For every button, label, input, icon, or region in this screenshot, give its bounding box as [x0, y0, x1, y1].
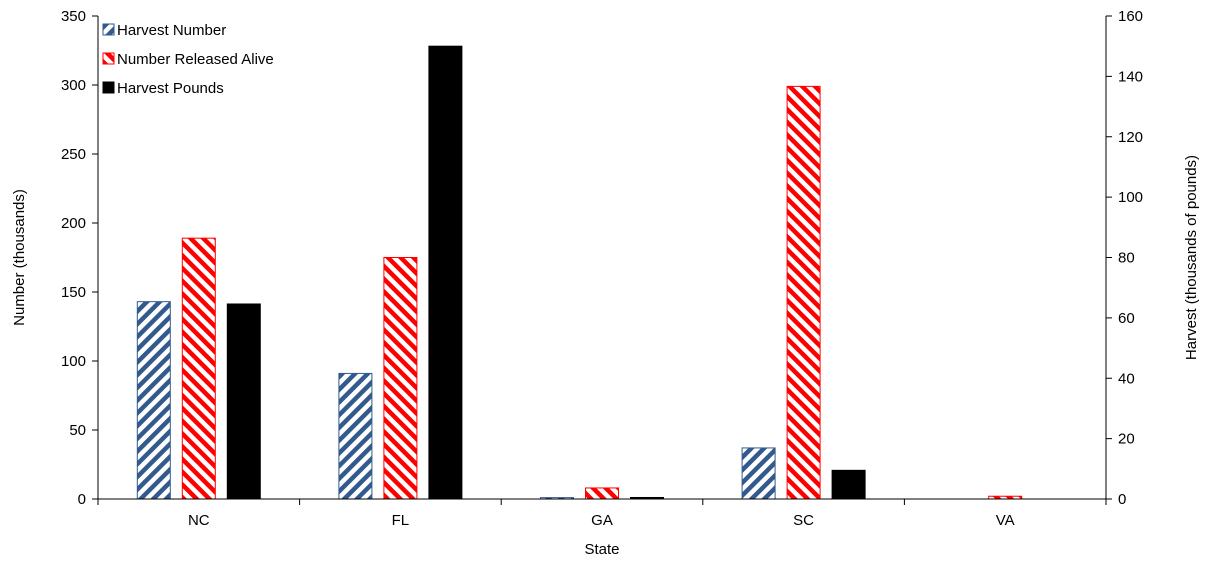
legend-swatch [102, 52, 115, 65]
y-tick-label: 300 [61, 77, 86, 94]
axes-group: 0 50 100 150 200 250 300 350 0 20 40 60 80 100 120 140 1… [61, 8, 1143, 529]
bar-number-released-alive-nc [181, 237, 216, 500]
y-axis-title: Number (thousands) [11, 189, 28, 326]
bar-number-released-alive-ga [585, 487, 619, 500]
legend-label: Harvest Pounds [117, 80, 224, 97]
y2-tick-label: 40 [1118, 370, 1135, 387]
legend-swatch [102, 23, 115, 36]
y2-tick-label: 0 [1118, 491, 1126, 508]
bar-harvest-number-nc [136, 301, 171, 500]
y-tick-label: 350 [61, 8, 86, 25]
y-tick-label: 100 [61, 353, 86, 370]
bar-harvest-pounds-fl [428, 45, 463, 500]
y2-tick-label: 20 [1118, 431, 1135, 448]
y-tick-label: 200 [61, 215, 86, 232]
bar-harvest-pounds-sc [831, 469, 866, 500]
legend-label: Number Released Alive [117, 51, 274, 68]
y-tick-label: 50 [69, 422, 86, 439]
y2-axis-title: Harvest (thousands of pounds) [1183, 155, 1200, 360]
y2-tick-label: 60 [1118, 310, 1135, 327]
x-tick-label: GA [591, 512, 613, 529]
y-tick-label: 150 [61, 284, 86, 301]
y-tick-label: 250 [61, 146, 86, 163]
x-tick-label: NC [188, 512, 210, 529]
x-tick-label: FL [392, 512, 410, 529]
y2-tick-label: 80 [1118, 250, 1135, 267]
x-axis-title: State [584, 541, 619, 558]
y2-tick-label: 140 [1118, 68, 1143, 85]
legend-label: Harvest Number [117, 22, 226, 39]
bars-group [136, 45, 1023, 500]
y2-tick-label: 100 [1118, 189, 1143, 206]
bar-number-released-alive-sc [786, 85, 821, 500]
x-tick-label: SC [793, 512, 814, 529]
x-tick-label: VA [996, 512, 1015, 529]
legend-swatch [102, 81, 115, 94]
bar-harvest-number-sc [741, 447, 776, 500]
y-tick-label: 0 [78, 491, 86, 508]
legend: Harvest Number Number Released Alive Harve… [102, 22, 274, 97]
bar-number-released-alive-fl [383, 257, 418, 500]
y2-tick-label: 160 [1118, 8, 1143, 25]
bar-harvest-pounds-nc [226, 303, 261, 500]
y2-tick-label: 120 [1118, 129, 1143, 146]
bar-harvest-number-fl [338, 372, 373, 500]
